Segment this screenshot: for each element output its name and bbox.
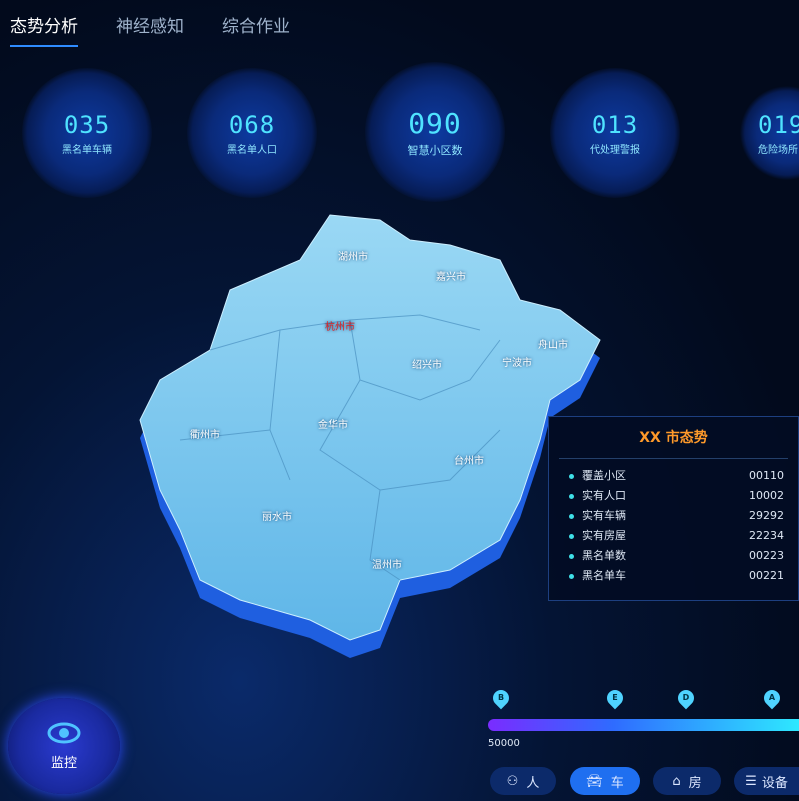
row-label-text: 黑名单数 — [582, 549, 626, 562]
row-value: 00223 — [749, 548, 784, 562]
filter-label: 设备 — [761, 775, 788, 791]
tab-situation[interactable]: 态势分析 — [10, 12, 78, 47]
city-ningbo[interactable]: 宁波市 — [502, 358, 532, 369]
city-huzhou[interactable]: 湖州市 — [338, 252, 368, 263]
marker-label: A — [768, 693, 776, 702]
filter-person-button[interactable]: ⚇ 人 — [490, 767, 556, 795]
stat-blacklist-people: 068 黑名单人口 — [187, 68, 317, 198]
eye-icon — [47, 722, 81, 743]
city-jiaxing[interactable]: 嘉兴市 — [436, 272, 466, 283]
bullet-icon — [569, 534, 574, 539]
stat-label: 危险场所 — [758, 144, 798, 156]
filter-label: 房 — [688, 775, 702, 791]
row-label-text: 黑名单车 — [582, 569, 626, 582]
filter-device-button[interactable]: ☰ 设备 — [734, 767, 799, 795]
bullet-icon — [569, 554, 574, 559]
row-label: 黑名单数 — [569, 547, 626, 563]
row-value: 00221 — [749, 568, 784, 582]
row-value: 10002 — [749, 488, 784, 502]
row-label: 黑名单车 — [569, 567, 626, 583]
marker-label: D — [682, 693, 690, 702]
stat-label: 代处理警报 — [590, 144, 640, 156]
panel-row: 实有车辆 29292 — [549, 505, 798, 525]
filter-house-button[interactable]: ⌂ 房 — [653, 767, 721, 795]
city-hangzhou[interactable]: 杭州市 — [325, 322, 355, 333]
city-shaoxing[interactable]: 绍兴市 — [412, 360, 442, 371]
panel-row: 实有人口 10002 — [549, 485, 798, 505]
device-icon: ☰ — [745, 773, 757, 789]
timeline-marker-d[interactable]: D — [674, 686, 698, 710]
stat-value: 090 — [408, 106, 462, 140]
timeline-marker-e[interactable]: E — [603, 686, 627, 710]
row-value: 29292 — [749, 508, 784, 522]
row-value: 00110 — [749, 468, 784, 482]
row-label: 实有房屋 — [569, 527, 626, 543]
stat-label: 黑名单车辆 — [62, 144, 112, 156]
city-jinhua[interactable]: 金华市 — [318, 420, 348, 431]
stat-smart-communities: 090 智慧小区数 — [365, 62, 505, 202]
row-label-text: 覆盖小区 — [582, 469, 626, 482]
filter-label: 人 — [526, 775, 540, 791]
stat-value: 019 — [758, 110, 799, 139]
house-icon: ⌂ — [672, 773, 681, 789]
stat-value: 035 — [63, 110, 111, 139]
city-situation-panel: XX 市态势 覆盖小区 00110 实有人口 10002 实有车辆 29292 实有房屋 22… — [548, 416, 799, 601]
row-label-text: 实有房屋 — [582, 529, 626, 542]
stat-label: 黑名单人口 — [227, 144, 277, 156]
city-zhoushan[interactable]: 舟山市 — [538, 340, 568, 351]
city-taizhou[interactable]: 台州市 — [454, 456, 484, 467]
row-label: 覆盖小区 — [569, 467, 626, 483]
timeline-slider[interactable] — [488, 719, 799, 731]
row-label-text: 实有车辆 — [582, 509, 626, 522]
row-label: 实有车辆 — [569, 507, 626, 523]
panel-row: 覆盖小区 00110 — [549, 465, 798, 485]
stat-blacklist-vehicles: 035 黑名单车辆 — [22, 68, 152, 198]
marker-label: B — [497, 693, 505, 702]
row-label: 实有人口 — [569, 487, 626, 503]
stat-label: 智慧小区数 — [407, 143, 463, 157]
marker-label: E — [612, 693, 618, 702]
filter-car-button[interactable]: 🚘︎ 车 — [570, 767, 640, 795]
stat-value: 013 — [591, 110, 639, 139]
filter-label: 车 — [610, 775, 624, 791]
timeline-start-label: 50000 — [488, 738, 520, 749]
person-icon: ⚇ — [506, 773, 519, 789]
panel-row: 黑名单数 00223 — [549, 545, 798, 565]
panel-row: 实有房屋 22234 — [549, 525, 798, 545]
bullet-icon — [569, 494, 574, 499]
city-lishui[interactable]: 丽水市 — [262, 512, 292, 523]
timeline-marker-b[interactable]: B — [489, 686, 513, 710]
city-wenzhou[interactable]: 温州市 — [372, 560, 402, 571]
timeline-marker-a[interactable]: A — [760, 686, 784, 710]
stat-pending-alerts: 013 代处理警报 — [550, 68, 680, 198]
map-shape — [139, 214, 601, 658]
row-label-text: 实有人口 — [582, 489, 626, 502]
monitor-label: 监控 — [50, 755, 77, 771]
tab-operations[interactable]: 综合作业 — [222, 17, 290, 37]
car-icon: 🚘︎ — [586, 773, 603, 789]
row-value: 22234 — [749, 528, 784, 542]
province-map: 湖州市 嘉兴市 杭州市 舟山市 绍兴市 宁波市 衢州市 金华市 台州市 丽水市 … — [120, 200, 620, 674]
tab-bar: 态势分析 神经感知 综合作业 — [10, 12, 290, 47]
bullet-icon — [569, 514, 574, 519]
monitor-button[interactable]: 监控 — [8, 698, 120, 794]
panel-rows: 覆盖小区 00110 实有人口 10002 实有车辆 29292 实有房屋 22234 黑名单数… — [549, 459, 798, 585]
city-quzhou[interactable]: 衢州市 — [190, 430, 220, 441]
panel-title: XX 市态势 — [559, 417, 788, 459]
bullet-icon — [569, 574, 574, 579]
stat-value: 068 — [228, 110, 276, 139]
bullet-icon — [569, 474, 574, 479]
tab-perception[interactable]: 神经感知 — [116, 17, 184, 37]
panel-row: 黑名单车 00221 — [549, 565, 798, 585]
